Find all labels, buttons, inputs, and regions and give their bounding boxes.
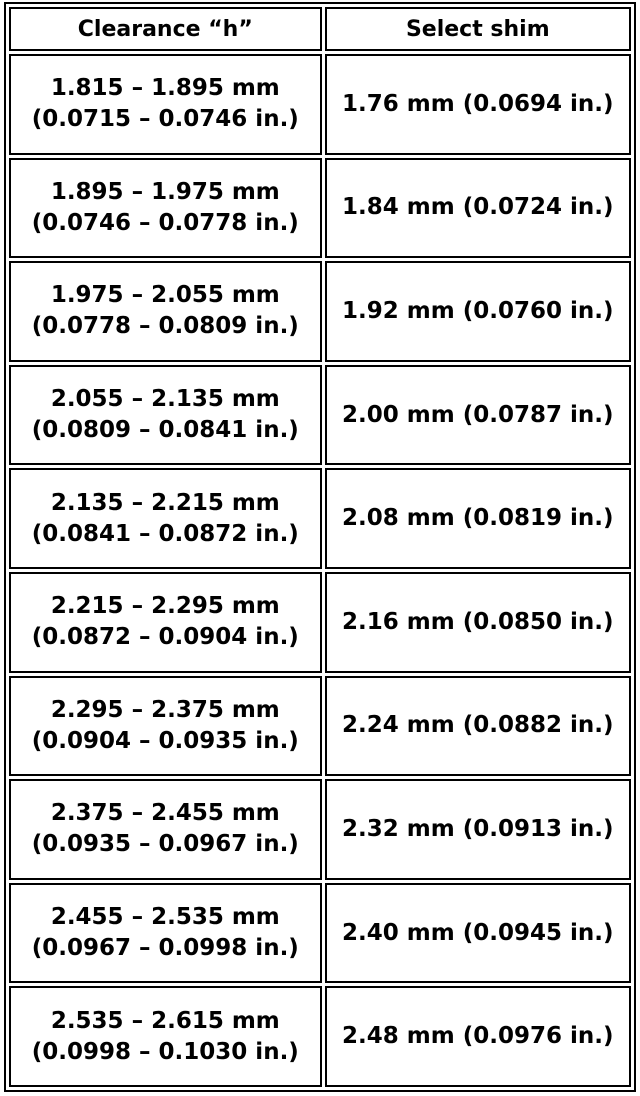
table-row: 1.975 – 2.055 mm (0.0778 – 0.0809 in.) 1.…: [9, 261, 631, 362]
shim-cell: 1.84 mm (0.0724 in.): [324, 157, 631, 259]
header-cell: Clearance “h”: [9, 7, 322, 51]
shim-cell: 2.00 mm (0.0787 in.): [324, 364, 631, 466]
table-body: 1.815 – 1.895 mm (0.0715 – 0.0746 in.) 1.…: [9, 54, 631, 1087]
table-row: 2.455 – 2.535 mm (0.0967 – 0.0998 in.) 2.…: [9, 882, 631, 984]
clearance-cell: 1.895 – 1.975 mm (0.0746 – 0.0778 in.): [9, 157, 322, 259]
header-row: Clearance “h” Select shim: [9, 7, 631, 51]
clearance-cell: 2.375 – 2.455 mm (0.0935 – 0.0967 in.): [9, 779, 322, 880]
table-row: 1.895 – 1.975 mm (0.0746 – 0.0778 in.) 1.…: [9, 157, 631, 259]
table-row: 2.055 – 2.135 mm (0.0809 – 0.0841 in.) 2.…: [9, 364, 631, 466]
clearance-cell: 1.975 – 2.055 mm (0.0778 – 0.0809 in.): [9, 261, 322, 362]
clearance-cell: 2.215 – 2.295 mm (0.0872 – 0.0904 in.): [9, 571, 322, 673]
shim-cell: 2.32 mm (0.0913 in.): [324, 779, 631, 880]
shim-cell: 2.08 mm (0.0819 in.): [324, 468, 631, 569]
clearance-cell: 2.535 – 2.615 mm (0.0998 – 0.1030 in.): [9, 986, 322, 1087]
shim-cell: 2.24 mm (0.0882 in.): [324, 675, 631, 777]
clearance-cell: 2.455 – 2.535 mm (0.0967 – 0.0998 in.): [9, 882, 322, 984]
table-row: 2.535 – 2.615 mm (0.0998 – 0.1030 in.) 2.…: [9, 986, 631, 1087]
table-row: 2.135 – 2.215 mm (0.0841 – 0.0872 in.) 2.…: [9, 468, 631, 569]
shim-cell: 2.16 mm (0.0850 in.): [324, 571, 631, 673]
shim-cell: 2.40 mm (0.0945 in.): [324, 882, 631, 984]
shim-cell: 2.48 mm (0.0976 in.): [324, 986, 631, 1087]
table-row: 2.375 – 2.455 mm (0.0935 – 0.0967 in.) 2.…: [9, 779, 631, 880]
clearance-cell: 2.055 – 2.135 mm (0.0809 – 0.0841 in.): [9, 364, 322, 466]
header-cell: Select shim: [324, 7, 631, 51]
shim-table: Clearance “h” Select shim 1.815 – 1.895 …: [4, 2, 636, 1092]
clearance-cell: 2.135 – 2.215 mm (0.0841 – 0.0872 in.): [9, 468, 322, 569]
shim-cell: 1.76 mm (0.0694 in.): [324, 54, 631, 155]
table-row: 2.295 – 2.375 mm (0.0904 – 0.0935 in.) 2.…: [9, 675, 631, 777]
clearance-cell: 1.815 – 1.895 mm (0.0715 – 0.0746 in.): [9, 54, 322, 155]
table-row: 1.815 – 1.895 mm (0.0715 – 0.0746 in.) 1.…: [9, 54, 631, 155]
table-row: 2.215 – 2.295 mm (0.0872 – 0.0904 in.) 2.…: [9, 571, 631, 673]
clearance-cell: 2.295 – 2.375 mm (0.0904 – 0.0935 in.): [9, 675, 322, 777]
shim-cell: 1.92 mm (0.0760 in.): [324, 261, 631, 362]
